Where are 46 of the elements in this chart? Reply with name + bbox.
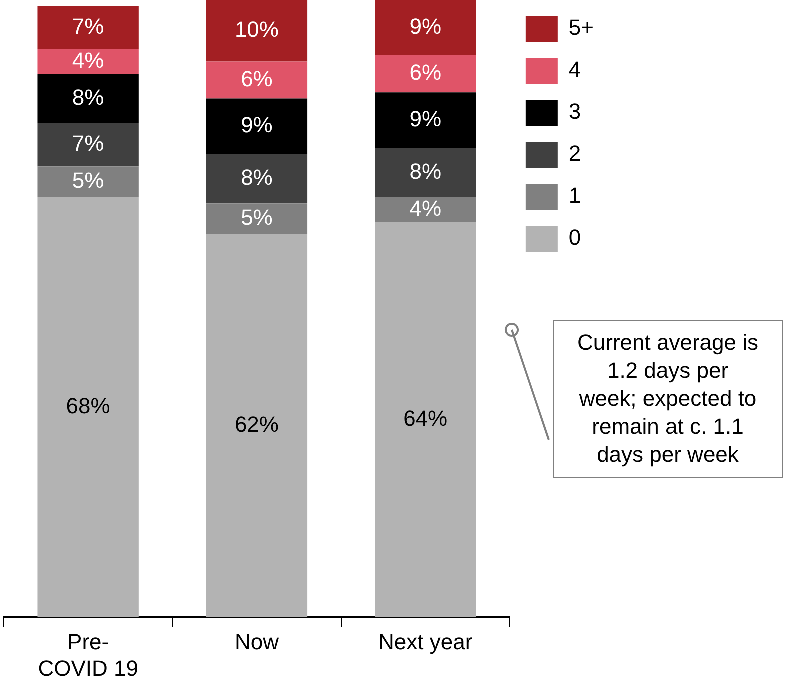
x-tick-label: Now [234,629,280,654]
data-label: 68% [66,393,110,418]
bar [375,222,476,618]
data-label: 8% [241,165,273,190]
bar [206,154,308,204]
bar [375,92,476,148]
bar [206,234,308,618]
bar [375,0,476,56]
bar [206,98,308,154]
bar [206,204,308,235]
data-label: 64% [404,406,448,431]
data-label: 9% [410,106,442,132]
data-label: 8% [410,158,442,184]
data-label: 62% [234,412,279,437]
data-label: 6% [241,66,273,92]
data-label: 9% [410,14,442,39]
legend-label: 2 [568,141,582,166]
legend-label: 5+ [568,15,594,40]
data-label: 7% [72,14,104,39]
legend-label: 1 [568,183,582,208]
data-label: 8% [72,84,104,110]
bar [375,148,476,198]
bar [375,198,476,222]
data-label: 6% [410,60,442,86]
bar [38,49,139,74]
legend-label: 3 [568,99,582,124]
bar [38,6,139,50]
bar [38,123,139,167]
text: Current average is 1.2 days per week; expected to remain at c. 1.1 days per week [553,320,783,478]
data-label: 5% [72,168,104,194]
data-label: 4% [410,196,442,221]
bar [206,62,308,99]
legend-label: 0 [568,225,582,250]
bar [38,198,139,618]
bar [38,166,139,198]
bar [206,0,308,62]
data-label: 7% [72,131,104,156]
data-label: 4% [72,48,104,73]
data-label: 9% [241,112,273,138]
x-tick-label: Pre-COVID 19 [38,629,138,681]
data-label: 5% [241,205,273,230]
bar [375,56,476,93]
data-label: 10% [234,16,279,42]
bar [38,74,139,124]
x-tick-label: Next year [378,629,473,654]
legend-label: 4 [568,57,582,82]
